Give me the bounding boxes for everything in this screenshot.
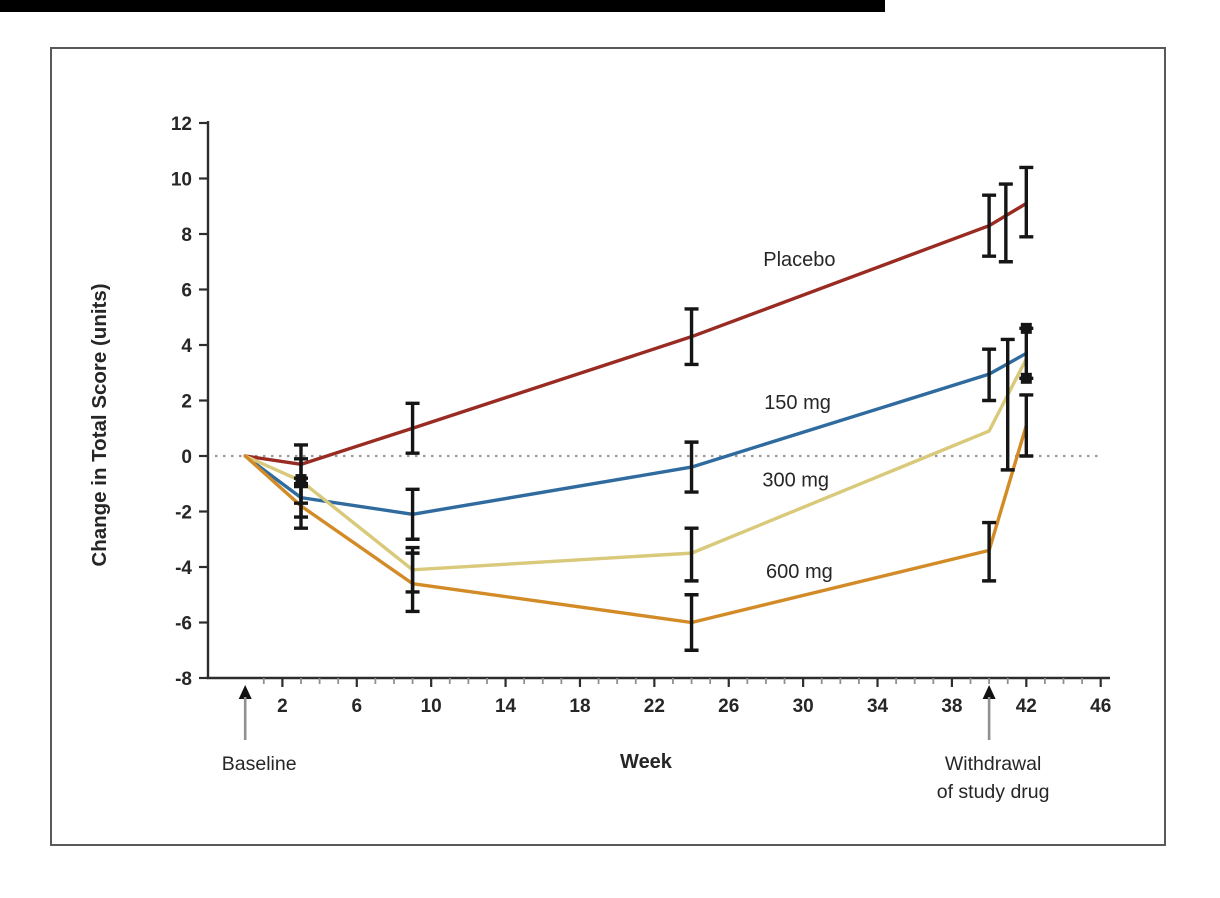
data-point-marker: [1020, 372, 1032, 384]
series-line-600-mg: [243, 423, 1029, 625]
error-bar-150-mg: [982, 347, 997, 403]
x-tick-label: 46: [1090, 696, 1111, 717]
error-bar-150-mg: [684, 440, 699, 494]
y-tick-label: -4: [175, 558, 192, 579]
axes: [206, 121, 1110, 680]
top-edge-strip: [0, 0, 885, 12]
x-tick-label: 42: [1016, 696, 1037, 717]
y-tick-label: 4: [181, 336, 192, 357]
series-line-300-mg: [243, 357, 1029, 572]
series-label-placebo: Placebo: [763, 249, 835, 271]
y-tick-label: -2: [175, 503, 192, 524]
x-tick-label: 6: [351, 696, 362, 717]
series-line-150-mg: [243, 351, 1029, 516]
error-bar-300-mg: [684, 526, 699, 583]
error-bar-placebo: [405, 401, 420, 455]
y-tick-label: -8: [175, 669, 192, 690]
series-line-placebo: [243, 201, 1029, 467]
error-bar-placebo: [982, 193, 997, 258]
figure-frame: [50, 47, 1166, 846]
error-bar-600-mg: [1019, 393, 1034, 458]
y-axis-title: Change in Total Score (units): [88, 283, 111, 566]
y-tick-label: 8: [181, 225, 192, 246]
y-tick-label: 10: [171, 170, 192, 191]
x-tick-label: 10: [421, 696, 442, 717]
y-tick-label: 12: [171, 114, 192, 135]
x-axis-title: Week: [620, 751, 673, 773]
x-tick-label: 18: [569, 696, 590, 717]
series-label-600-mg: 600 mg: [766, 561, 833, 583]
y-tick-label: 2: [181, 392, 192, 413]
x-tick-label: 26: [718, 696, 739, 717]
error-bar-placebo: [684, 307, 699, 367]
x-tick-label: 22: [644, 696, 665, 717]
y-tick-label: -6: [175, 614, 192, 635]
x-tick-label: 14: [495, 696, 517, 717]
error-bar-600-mg: [982, 520, 997, 583]
y-tick-label: 0: [181, 447, 192, 468]
annotation-arrowhead: [238, 685, 252, 699]
x-tick-label: 2: [277, 696, 288, 717]
annotation-label: of study drug: [937, 781, 1050, 803]
error-bar-placebo: [998, 182, 1013, 264]
error-bar-placebo: [1019, 165, 1034, 239]
y-tick-label: 6: [181, 281, 192, 302]
data-point-marker: [1020, 322, 1032, 334]
series-label-300-mg: 300 mg: [762, 470, 829, 492]
x-tick-label: 34: [867, 696, 889, 717]
data-point-marker: [295, 474, 307, 486]
annotation-label: Withdrawal: [945, 753, 1041, 775]
error-bar-150-mg: [405, 487, 420, 541]
error-bar-300-mg: [1000, 337, 1015, 472]
error-bar-600-mg: [293, 484, 308, 530]
annotation-arrowhead: [982, 685, 996, 699]
x-tick-label: 38: [941, 696, 962, 717]
series-label-150-mg: 150 mg: [764, 392, 831, 414]
error-bar-600-mg: [684, 593, 699, 652]
error-bar-600-mg: [405, 551, 420, 614]
x-tick-label: 30: [793, 696, 814, 717]
annotation-label: Baseline: [222, 753, 297, 775]
